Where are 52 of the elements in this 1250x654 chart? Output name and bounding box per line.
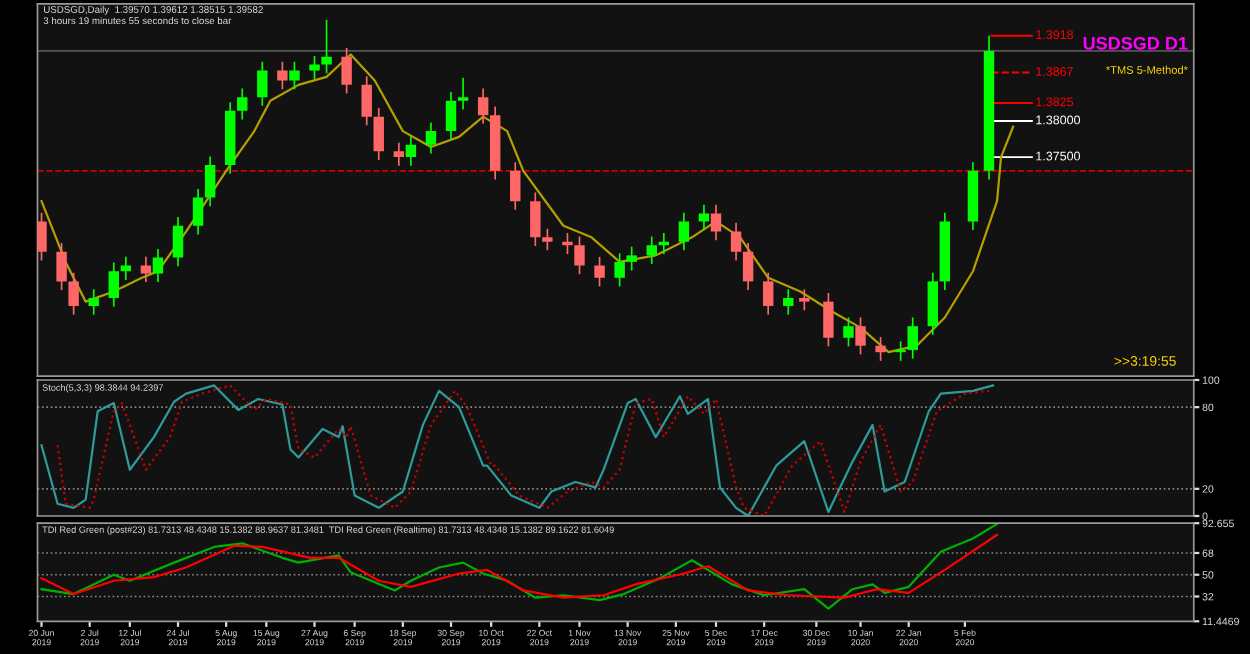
line-series <box>40 523 999 610</box>
candlestick <box>730 222 742 262</box>
candlestick <box>405 135 417 167</box>
candlestick <box>477 87 489 125</box>
candlestick <box>152 248 164 283</box>
candlestick <box>172 216 184 268</box>
candlestick <box>56 242 67 291</box>
candlestick <box>678 211 690 252</box>
candlestick <box>120 255 132 281</box>
candlestick <box>68 271 79 316</box>
candlestick <box>277 60 288 91</box>
candlestick <box>204 155 216 208</box>
candlestick <box>895 340 906 362</box>
candlestick <box>530 191 541 247</box>
candlestick <box>457 76 469 111</box>
candlestick <box>445 91 457 141</box>
line-series <box>40 533 999 599</box>
candlestick <box>257 60 268 107</box>
candlestick <box>542 227 553 252</box>
candlestick <box>843 316 854 348</box>
candlestick <box>875 336 886 362</box>
candlestick <box>140 255 152 283</box>
candlestick <box>823 292 834 348</box>
candlestick <box>510 161 521 211</box>
candlestick <box>393 141 405 167</box>
candlestick <box>192 188 204 236</box>
candlestick <box>88 288 99 316</box>
candlestick <box>341 47 352 95</box>
candlestick <box>927 271 939 336</box>
candlestick <box>289 60 300 91</box>
candlestick <box>614 252 625 288</box>
candlestick <box>698 203 710 231</box>
candlestick <box>646 235 657 265</box>
candlestick <box>237 87 248 121</box>
candlestick <box>783 288 794 316</box>
candlestick <box>361 75 372 127</box>
candlestick <box>309 55 320 80</box>
candlestick <box>108 261 119 308</box>
candlestick <box>855 316 866 356</box>
text: USDSGD D1 <box>1083 36 1188 50</box>
candlestick <box>574 235 585 276</box>
candlestick <box>594 255 605 288</box>
candlestick <box>626 245 637 272</box>
candlestick <box>762 271 774 316</box>
candlestick <box>321 18 332 75</box>
candlestick <box>799 288 810 312</box>
candlestick <box>373 107 384 161</box>
candlestick <box>37 211 47 262</box>
candlestick <box>907 316 918 360</box>
candlestick <box>710 203 722 242</box>
candlestick <box>425 121 437 155</box>
candlestick <box>742 242 754 291</box>
